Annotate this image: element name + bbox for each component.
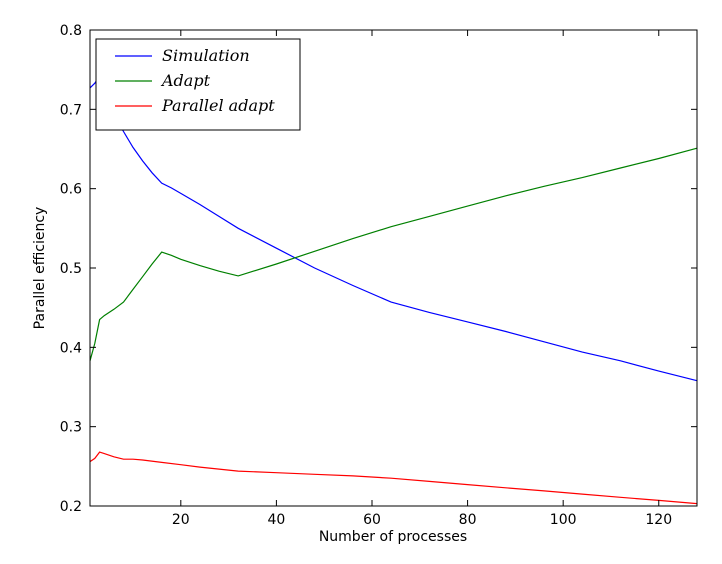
y-tick-label: 0.2 [60,499,82,515]
legend-label-adapt: Adapt [160,71,211,90]
x-tick-label: 40 [267,512,285,528]
y-tick-label: 0.7 [60,102,82,118]
x-tick-label: 20 [172,512,190,528]
x-tick-label: 60 [363,512,381,528]
ticks-layer: 20 40 60 80 100 120 0.2 0.3 0.4 0.5 0.6 0.7 0.8 [60,23,697,528]
y-tick-label: 0.6 [60,182,82,198]
series-line-parallel-adapt [89,451,698,505]
x-tick-label: 120 [645,512,672,528]
x-tick-label: 80 [459,512,477,528]
y-tick-label: 0.5 [60,261,82,277]
y-tick-label: 0.8 [60,23,82,39]
legend-box [95,38,301,131]
y-axis-label: Parallel efficiency [32,207,48,330]
x-tick-label: 100 [550,512,577,528]
y-tick-label: 0.3 [60,420,82,436]
legend-label-parallel-adapt: Parallel adapt [161,96,275,115]
legend-label-simulation: Simulation [162,46,250,65]
y-tick-label: 0.4 [60,340,82,356]
legend: Simulation Adapt Parallel adapt [95,38,301,131]
x-axis-label: Number of processes [319,529,467,545]
series-line-adapt [89,147,698,361]
